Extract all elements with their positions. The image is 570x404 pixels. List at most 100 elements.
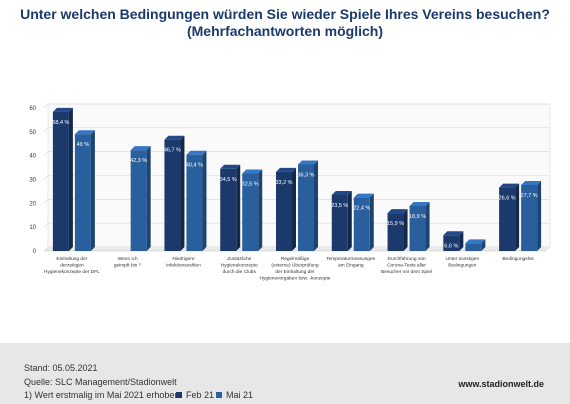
data-label: 49 % — [77, 142, 90, 148]
x-tick-label: der Einhaltung der — [275, 269, 315, 275]
y-tick-label: 60 — [29, 106, 36, 112]
x-tick-label: (externe) Überprüfung — [271, 262, 319, 269]
y-tick-label: 20 — [29, 201, 36, 207]
y-tick-label: 30 — [29, 178, 36, 184]
x-tick-label: Infektionszahlen — [166, 263, 201, 269]
x-tick-label: Wenn ich — [118, 256, 138, 262]
chart-title: Unter welchen Bedingungen würden Sie wie… — [0, 6, 570, 40]
legend-label-feb21: Feb 21 — [186, 390, 215, 400]
bar — [499, 187, 516, 251]
y-tick-label: 10 — [29, 225, 36, 231]
bar — [409, 205, 426, 251]
legend-item-feb21: Feb 21 — [176, 390, 214, 400]
x-tick-label: Durchführung von — [387, 256, 425, 262]
bar — [74, 134, 91, 251]
chart-title-line1: Unter welchen Bedingungen würden Sie wie… — [20, 6, 550, 22]
footer-note: 1) Wert erstmalig im Mai 2021 erhoben — [24, 390, 180, 400]
bar-top — [499, 183, 520, 188]
bar-side — [236, 164, 241, 251]
bar-side — [515, 183, 520, 251]
x-tick-label: derzeitigen — [60, 263, 84, 269]
data-label: 27,7 % — [521, 193, 538, 199]
gridline-depth — [43, 127, 49, 133]
legend-item-mai21: Mai 21 — [216, 390, 253, 400]
gridline-depth — [43, 199, 49, 204]
x-tick-label: Hygienekonzepte der DFL — [44, 269, 100, 275]
y-tick-label: 40 — [29, 154, 36, 160]
chart-title-line2: (Mehrfachantworten möglich) — [186, 23, 383, 39]
data-label: 36,3 % — [297, 172, 314, 178]
y-tick-label: 0 — [33, 249, 37, 255]
bar-side — [403, 209, 408, 251]
bar-side — [292, 167, 296, 251]
bar — [521, 184, 538, 251]
bar-side — [180, 135, 185, 251]
x-tick-label: Bedingungen — [448, 263, 477, 269]
data-label: 58,4 % — [52, 120, 69, 126]
bar-top — [353, 193, 374, 198]
bar — [353, 197, 370, 251]
bar-top — [74, 130, 95, 135]
bar-top — [409, 201, 430, 206]
legend-swatch-mai21 — [216, 392, 222, 398]
bar — [220, 168, 237, 251]
data-label: 23,5 % — [331, 203, 348, 209]
bar-top — [130, 146, 151, 151]
x-tick-label: Zusätzliche — [227, 256, 252, 262]
x-tick-label: Corona-Tests aller — [387, 263, 426, 269]
bar-top — [387, 209, 408, 214]
gridline-depth — [43, 103, 49, 109]
bar-top — [242, 169, 263, 174]
data-label: 33,2 % — [275, 180, 292, 186]
bar-top — [52, 107, 73, 112]
bar-side — [68, 107, 73, 252]
data-label: 34,5 % — [220, 177, 237, 183]
footer: Stand: 05.05.2021 Quelle: SLC Management… — [0, 343, 570, 404]
bar-side — [347, 190, 352, 251]
bar-side — [369, 193, 374, 251]
bar-top — [331, 190, 352, 195]
x-tick-label: geimpft bin ¹⁾ — [114, 263, 142, 269]
x-tick-label: Einhaltung der — [56, 256, 87, 262]
legend-label-mai21: Mai 21 — [226, 390, 254, 400]
data-label: 18,9 % — [409, 214, 426, 220]
legend-swatch-feb21 — [176, 392, 182, 398]
x-tick-label: Unter sonstigen — [446, 256, 480, 262]
x-tick-label: Niedrigere — [172, 256, 194, 262]
bar-top — [276, 167, 296, 172]
data-label: 26,6 % — [499, 196, 516, 202]
footer-stand: Stand: 05.05.2021 — [24, 363, 98, 373]
bar-top — [298, 160, 318, 165]
bar-top — [220, 164, 241, 169]
x-tick-label: Bedingungslos — [502, 256, 534, 262]
x-tick-label: durch die Clubs — [223, 269, 257, 275]
bar-top — [186, 150, 207, 155]
data-label: 15,9 % — [387, 221, 404, 227]
x-tick-label: am Eingang — [338, 263, 364, 269]
bar — [276, 171, 292, 251]
footer-source: Quelle: SLC Management/Stadionwelt — [24, 377, 177, 387]
bar — [242, 173, 259, 251]
gridline-depth — [43, 151, 49, 156]
bar-side — [481, 239, 486, 251]
bar-top — [521, 180, 542, 185]
x-tick-label: Hygienevorgaben bzw. -konzepte — [260, 276, 331, 282]
data-label: 3,2 % — [466, 251, 480, 257]
bar-side — [425, 201, 430, 251]
bar-side — [258, 169, 263, 251]
data-label: 22,4 % — [353, 206, 370, 212]
gridline-depth — [43, 222, 49, 228]
gridline-depth — [43, 175, 49, 180]
bar — [443, 235, 460, 251]
bar-side — [537, 180, 542, 251]
data-label: 42,3 % — [130, 158, 147, 164]
bar — [331, 194, 348, 251]
y-tick-label: 50 — [29, 130, 36, 136]
data-label: 6,6 % — [444, 243, 458, 249]
data-label: 40,4 % — [186, 163, 203, 169]
bar-side — [459, 231, 464, 251]
bar — [465, 243, 482, 251]
x-tick-label: Besucher vor dem Spiel — [381, 269, 432, 275]
bar-side — [146, 146, 151, 251]
